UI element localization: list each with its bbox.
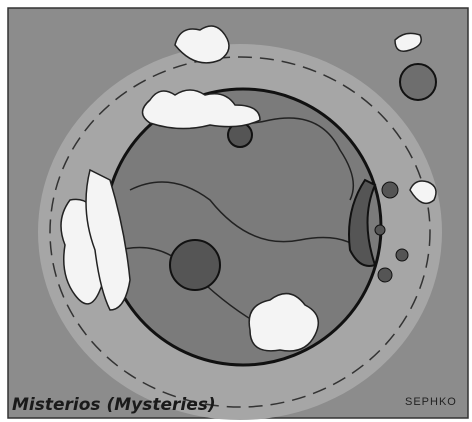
moon	[399, 63, 437, 101]
debris	[374, 181, 409, 283]
cloud	[409, 180, 437, 205]
cloud	[141, 89, 261, 130]
orbit	[49, 56, 431, 408]
rock	[395, 248, 409, 262]
cloud	[85, 168, 131, 311]
signature: SEPHKO	[405, 396, 457, 408]
cloud	[248, 292, 320, 352]
continent-line	[129, 181, 371, 261]
rock	[377, 267, 393, 283]
rock	[381, 181, 399, 199]
crater	[169, 239, 221, 291]
caption: Misterios (Mysteries)	[12, 395, 216, 415]
crater	[348, 178, 377, 267]
cloud	[174, 25, 230, 64]
cloud	[394, 32, 422, 52]
rock	[374, 224, 386, 236]
explosions	[60, 25, 437, 352]
